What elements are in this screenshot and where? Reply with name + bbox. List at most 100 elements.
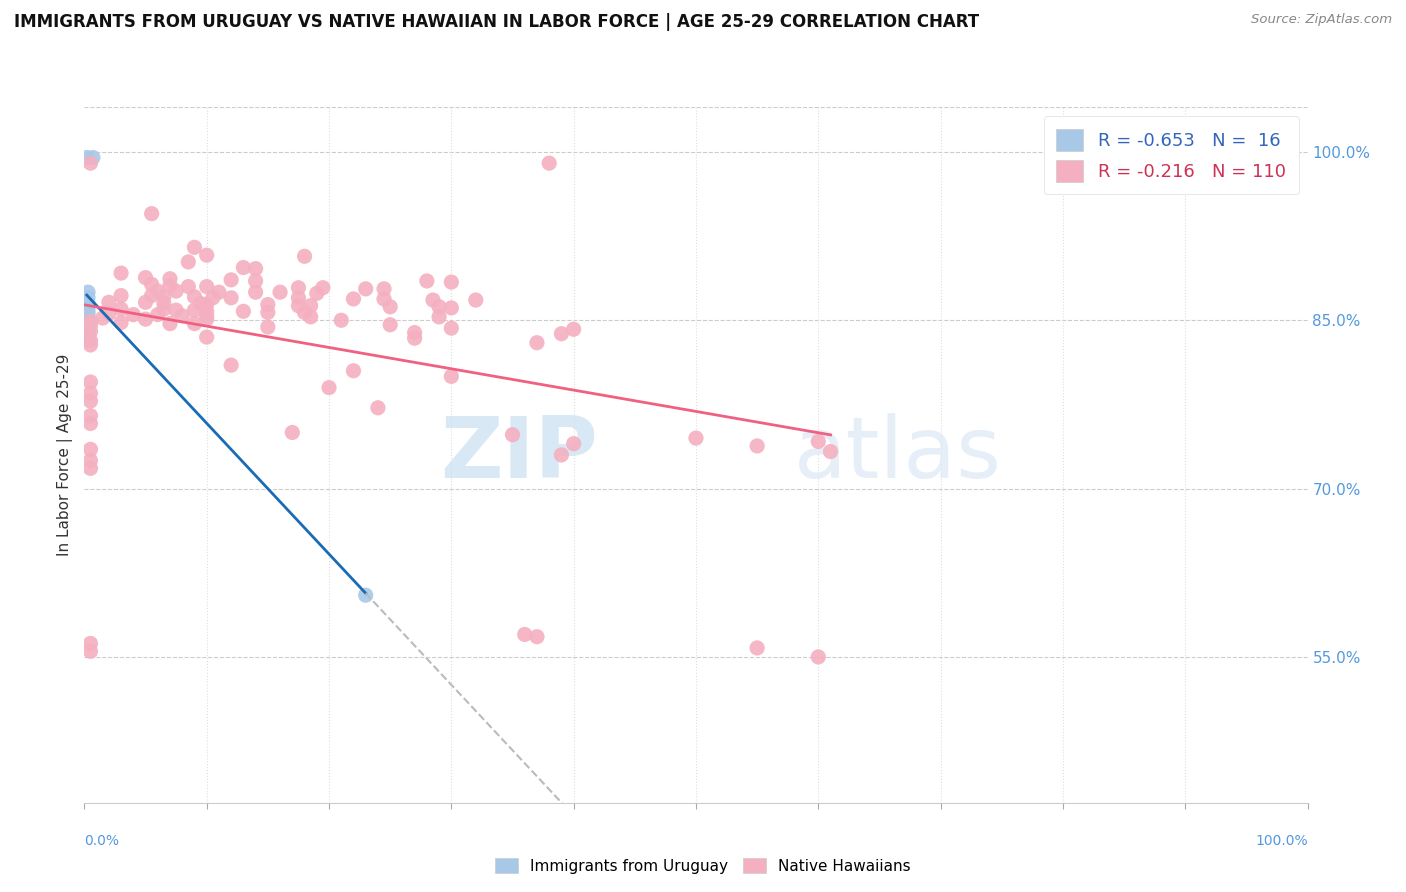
Point — [79, 318, 101, 333]
Point — [367, 401, 389, 415]
Point — [91, 311, 114, 326]
Point — [79, 386, 101, 401]
Point — [141, 277, 163, 292]
Point — [232, 260, 254, 275]
Point — [79, 314, 101, 328]
Point — [190, 296, 212, 310]
Point — [79, 156, 101, 170]
Y-axis label: In Labor Force | Age 25-29: In Labor Force | Age 25-29 — [58, 354, 73, 556]
Point — [110, 316, 132, 330]
Point — [195, 304, 218, 318]
Point — [257, 305, 280, 319]
Point — [79, 409, 101, 423]
Point — [287, 281, 309, 295]
Point — [122, 308, 145, 322]
Text: 100.0%: 100.0% — [1256, 834, 1308, 848]
Point — [77, 330, 100, 344]
Point — [502, 427, 524, 442]
Point — [153, 290, 176, 304]
Point — [110, 266, 132, 280]
Point — [97, 295, 120, 310]
Point — [294, 249, 316, 263]
Point — [146, 308, 169, 322]
Point — [404, 326, 426, 340]
Point — [422, 293, 444, 307]
Point — [440, 321, 463, 335]
Point — [146, 284, 169, 298]
Point — [305, 286, 328, 301]
Point — [427, 300, 450, 314]
Point — [77, 316, 100, 330]
Point — [76, 151, 98, 165]
Point — [77, 311, 100, 326]
Point — [77, 326, 100, 341]
Point — [464, 293, 486, 307]
Point — [219, 358, 242, 372]
Point — [257, 320, 280, 334]
Point — [135, 295, 157, 310]
Point — [97, 306, 120, 320]
Point — [153, 296, 176, 310]
Point — [165, 303, 187, 318]
Point — [77, 322, 100, 336]
Point — [79, 394, 101, 409]
Text: atlas: atlas — [794, 413, 1002, 497]
Point — [79, 375, 101, 389]
Text: Source: ZipAtlas.com: Source: ZipAtlas.com — [1251, 13, 1392, 27]
Point — [807, 434, 830, 449]
Point — [373, 292, 395, 306]
Text: ZIP: ZIP — [440, 413, 598, 497]
Legend: Immigrants from Uruguay, Native Hawaiians: Immigrants from Uruguay, Native Hawaiian… — [489, 852, 917, 880]
Point — [526, 630, 548, 644]
Point — [281, 425, 304, 440]
Point — [747, 439, 769, 453]
Point — [195, 279, 218, 293]
Point — [159, 278, 181, 293]
Point — [219, 291, 242, 305]
Point — [373, 282, 395, 296]
Point — [141, 288, 163, 302]
Point — [330, 313, 353, 327]
Point — [299, 310, 322, 324]
Point — [183, 303, 205, 318]
Point — [440, 369, 463, 384]
Point — [159, 271, 181, 285]
Point — [685, 431, 707, 445]
Point — [153, 301, 176, 316]
Point — [747, 640, 769, 655]
Point — [195, 248, 218, 262]
Point — [526, 335, 548, 350]
Point — [79, 644, 101, 658]
Point — [513, 627, 536, 641]
Legend: R = -0.653   N =  16, R = -0.216   N = 110: R = -0.653 N = 16, R = -0.216 N = 110 — [1043, 116, 1299, 194]
Point — [354, 588, 377, 602]
Point — [299, 299, 322, 313]
Point — [342, 292, 364, 306]
Point — [807, 649, 830, 664]
Point — [318, 381, 340, 395]
Point — [820, 444, 842, 458]
Point — [195, 312, 218, 326]
Point — [77, 300, 100, 314]
Point — [195, 330, 218, 344]
Point — [404, 331, 426, 345]
Point — [165, 284, 187, 298]
Point — [79, 461, 101, 475]
Point — [416, 274, 439, 288]
Point — [195, 309, 218, 323]
Point — [77, 318, 100, 333]
Point — [550, 326, 572, 341]
Text: IMMIGRANTS FROM URUGUAY VS NATIVE HAWAIIAN IN LABOR FORCE | AGE 25-29 CORRELATIO: IMMIGRANTS FROM URUGUAY VS NATIVE HAWAII… — [14, 13, 979, 31]
Point — [440, 301, 463, 315]
Point — [538, 156, 561, 170]
Point — [427, 310, 450, 324]
Point — [245, 274, 267, 288]
Point — [201, 291, 224, 305]
Point — [177, 279, 200, 293]
Point — [135, 312, 157, 326]
Point — [183, 240, 205, 254]
Point — [110, 288, 132, 302]
Point — [110, 301, 132, 316]
Point — [77, 308, 100, 322]
Text: 0.0%: 0.0% — [84, 834, 120, 848]
